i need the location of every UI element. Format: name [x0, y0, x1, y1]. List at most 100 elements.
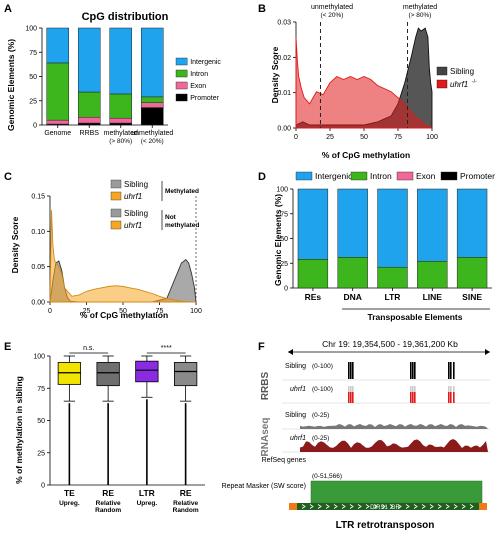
rnaseq-track-sibling [300, 424, 488, 429]
y-tick-label: 0.00 [277, 126, 291, 133]
rnaseq-section-label: RNAseq [260, 418, 271, 457]
repeat-masker-label: Repeat Masker (SW score) [222, 483, 306, 490]
legend-label-intergenic: Intergenic [190, 59, 221, 66]
bar-segment-exon [77, 116, 101, 124]
repeat-feature-label: DIRS1_DR [370, 505, 400, 511]
legend-swatch-promoter [175, 93, 188, 102]
rrbs-section-label: RRBS [260, 372, 271, 401]
significance-label: n.s. [83, 345, 94, 352]
rrbs-bar-mutant-unmeth [352, 386, 354, 392]
rrbs-bar-mutant [352, 392, 354, 403]
track-label: uhrf1 [290, 435, 306, 442]
strand-chevron [317, 504, 322, 509]
panel-letter-f: F [258, 341, 265, 353]
legend-label-promoter: Promoter [190, 95, 219, 102]
chart-b-plot: 0.00 0.01 0.02 0.03 0 25 50 75 100 [277, 20, 438, 142]
strand-chevron [309, 504, 314, 509]
y-tick-label: 75 [37, 386, 45, 393]
rrbs-bar-mutant-unmeth [448, 386, 450, 392]
strand-chevron [421, 504, 426, 509]
chart-c-legend: Sibling uhrf1 Sibling uhrf1 Methylated Notmet… [110, 179, 199, 230]
panel-e: E % of methylation in sibling 0 25 50 75 100… [4, 341, 205, 514]
panel-letter-a: A [4, 3, 12, 15]
track-range: (0-100) [312, 386, 333, 393]
strand-chevron [325, 504, 330, 509]
rrbs-bar-sibling [414, 362, 416, 379]
bar-segment-intron [140, 96, 164, 103]
y-tick-label: 0.02 [277, 55, 291, 62]
browser-locus: Chr 19: 19,354,500 - 19,361,200 Kb [322, 339, 458, 349]
y-tick-label: 0.05 [31, 264, 45, 271]
rrbs-bar-sibling [450, 362, 452, 379]
x-tick-sublabel: Upreg. [137, 500, 158, 507]
browser-caption: LTR retrotransposon [336, 520, 435, 531]
bar-segment-intron [417, 261, 448, 289]
y-tick-label: 0 [41, 483, 45, 490]
bar-segment-intron [337, 257, 368, 289]
x-tick-label: methylated [104, 130, 138, 137]
bar-segment-intergenic [337, 188, 368, 258]
rrbs-bar-mutant [453, 392, 455, 403]
rrbs-bar-sibling [410, 362, 412, 379]
bar-segment-exon [46, 119, 70, 125]
strand-chevron [301, 504, 306, 509]
bar-segment-intron [297, 259, 329, 289]
chart-c-plot: 0.00 0.05 0.10 0.15 0 25 50 75 100 [31, 194, 202, 316]
x-tick-label: unmethylated [131, 130, 173, 137]
refseq-label: RefSeq genes [262, 457, 307, 464]
track-label: Sibling [285, 363, 306, 370]
legend-label-promoter: Promoter [460, 171, 495, 181]
chart-d-group-label: Transposable Elements [368, 312, 463, 322]
x-tick-label: SINE [462, 292, 482, 302]
strand-chevron [469, 504, 474, 509]
legend-label-intron: Intron [370, 171, 392, 181]
y-tick-label: 100 [25, 26, 37, 33]
y-tick-label: 100 [276, 187, 288, 194]
rrbs-bar-mutant-unmeth [453, 386, 455, 392]
chart-b-annotation-unmethylated: unmethylated [311, 4, 353, 11]
rrbs-bar-mutant-unmeth [412, 386, 414, 392]
bar-segment-intergenic [77, 27, 101, 93]
x-tick-label: RE [180, 488, 192, 498]
track-range: (0-25) [312, 435, 329, 442]
panel-letter-e: E [4, 341, 11, 353]
x-tick-label: RE [102, 488, 114, 498]
repeat-range: (0-51,566) [312, 473, 342, 480]
bar-segment-intron [109, 93, 133, 119]
chart-e-plot: 0 25 50 75 100 TE Upreg. RE Relative Random LTR Upr… [33, 345, 205, 514]
legend-swatch-uhrf1 [110, 191, 122, 201]
x-tick-label: 100 [426, 134, 438, 141]
locus-arrow-left [288, 349, 293, 355]
strand-chevron [461, 504, 466, 509]
locus-arrow-right [485, 349, 490, 355]
bar-segment-intron [46, 62, 70, 121]
x-tick-sublabel: Relative Random [173, 500, 199, 514]
chart-b-legend: Sibling uhrf1 -/- [436, 66, 477, 89]
legend-superscript: -/- [472, 79, 477, 85]
x-tick-sublabel: Upreg. [59, 500, 80, 507]
bar-segment-intergenic [297, 188, 329, 260]
chart-c-xlabel: % of CpG methylation [80, 310, 168, 320]
x-tick-label: TE [64, 488, 75, 498]
density-area-uhrf1 [49, 210, 196, 303]
rrbs-bar-mutant [350, 392, 352, 403]
panel-d: D Genomic Elements (%) Intergenic Intron E… [258, 171, 495, 322]
bar-segment-intergenic [377, 188, 408, 268]
legend-swatch-sibling [436, 66, 448, 76]
x-tick-label: RRBS [80, 130, 100, 137]
legend-label-exon: Exon [190, 83, 206, 90]
rrbs-bar-mutant [448, 392, 450, 403]
legend-label-uhrf1: uhrf1 [124, 221, 142, 230]
track-range: (0-25) [312, 412, 329, 419]
rrbs-bar-mutant-unmeth [414, 386, 416, 392]
y-tick-label: 25 [37, 450, 45, 457]
legend-swatch-intergenic [295, 171, 313, 181]
y-tick-label: 25 [280, 261, 288, 268]
chart-a-ylabel: Genomic Elements (%) [6, 39, 16, 131]
rrbs-bar-mutant-unmeth [350, 386, 352, 392]
bar-segment-promoter [140, 107, 164, 126]
box-body [173, 362, 198, 387]
y-tick-label: 75 [29, 50, 37, 57]
genome-browser: RRBS RNAseq Sibling (0-100) uhrf1 (0-100) Sibl… [222, 349, 490, 511]
